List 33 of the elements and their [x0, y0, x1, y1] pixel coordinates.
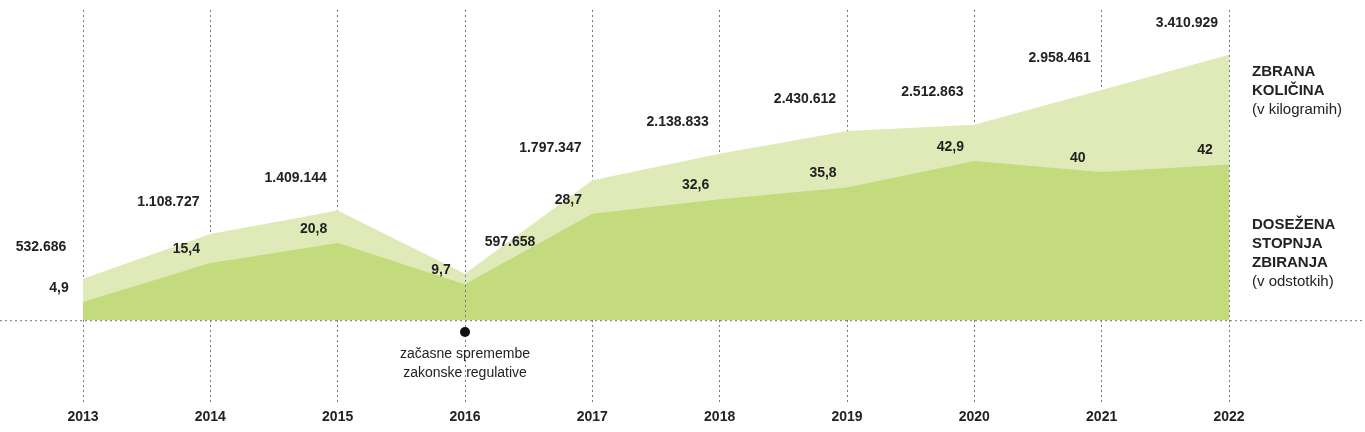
data-label: 2.430.612	[773, 89, 837, 106]
x-tick-label: 2013	[67, 408, 99, 425]
data-label: 2.138.833	[646, 112, 710, 129]
data-label: 1.108.727	[137, 192, 200, 209]
x-tick-label: 2020	[958, 408, 991, 425]
data-label: 1.797.347	[519, 139, 582, 156]
x-tick-label: 2022	[1213, 408, 1245, 425]
data-label: 15,4	[172, 239, 201, 256]
x-tick-label: 2016	[449, 408, 481, 425]
data-label: 4,9	[49, 278, 69, 295]
data-label: 1.409.144	[264, 169, 328, 186]
data-label: 32,6	[682, 176, 710, 193]
data-label: 2.512.863	[901, 83, 964, 100]
data-label: 597.658	[484, 232, 536, 249]
data-label: 532.686	[15, 237, 67, 254]
data-label: 9,7	[431, 261, 451, 278]
data-label: 42	[1197, 141, 1213, 158]
data-label: 42,9	[936, 137, 965, 154]
series-label: ZBRANA KOLIČINA (v kilogramih)	[1252, 61, 1343, 118]
series-label: DOSEŽENA STOPNJA ZBIRANJA (v odstotkih)	[1252, 214, 1336, 290]
x-tick-label: 2019	[831, 408, 863, 425]
x-tick-label: 2021	[1086, 408, 1118, 425]
x-tick-label: 2015	[322, 408, 354, 425]
ref-line-label: začasne spremembe zakonske regulative	[399, 344, 531, 383]
data-label: 2.958.461	[1028, 48, 1092, 65]
data-label: 3.410.929	[1155, 13, 1219, 30]
x-tick-label: 2014	[194, 408, 227, 425]
x-tick-label: 2018	[704, 408, 736, 425]
data-label: 35,8	[809, 164, 837, 181]
x-tick-label: 2017	[576, 408, 609, 425]
data-label: 20,8	[300, 219, 328, 236]
data-label: 28,7	[554, 190, 583, 207]
data-label: 40	[1069, 148, 1086, 165]
